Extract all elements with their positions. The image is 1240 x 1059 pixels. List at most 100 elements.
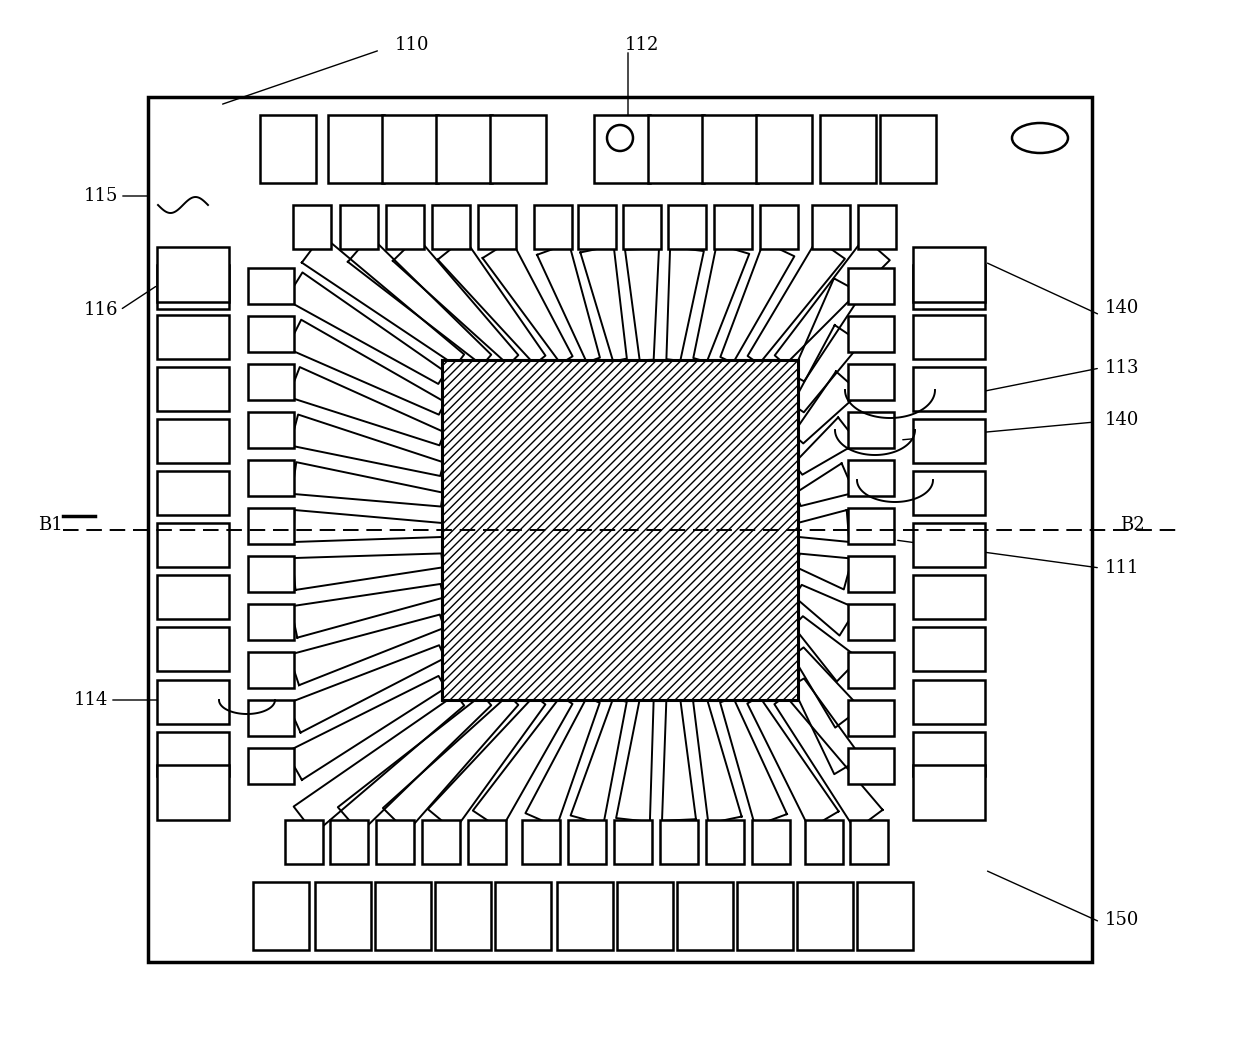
Bar bbox=[248, 604, 294, 640]
Bar bbox=[248, 316, 294, 352]
Bar bbox=[751, 820, 790, 864]
Bar bbox=[467, 820, 506, 864]
Bar bbox=[706, 820, 744, 864]
Bar bbox=[848, 508, 894, 544]
Polygon shape bbox=[438, 238, 546, 364]
Bar bbox=[157, 367, 229, 411]
Bar bbox=[848, 700, 894, 736]
Bar bbox=[248, 364, 294, 400]
Polygon shape bbox=[286, 320, 445, 415]
Text: 115: 115 bbox=[83, 187, 118, 205]
Bar bbox=[248, 460, 294, 496]
Bar bbox=[376, 820, 414, 864]
Bar bbox=[441, 360, 799, 700]
Polygon shape bbox=[720, 241, 795, 363]
Text: 140: 140 bbox=[1105, 299, 1140, 317]
Polygon shape bbox=[537, 244, 600, 362]
Polygon shape bbox=[293, 554, 443, 590]
Bar bbox=[660, 820, 698, 864]
Bar bbox=[248, 700, 294, 736]
Bar bbox=[848, 748, 894, 784]
Bar bbox=[441, 360, 799, 700]
Bar bbox=[315, 882, 371, 950]
Bar bbox=[157, 247, 229, 302]
Polygon shape bbox=[472, 696, 573, 829]
Bar bbox=[913, 627, 985, 671]
Text: B1: B1 bbox=[38, 516, 63, 534]
Bar bbox=[490, 115, 546, 183]
Polygon shape bbox=[693, 699, 742, 824]
Bar bbox=[622, 205, 661, 249]
Bar bbox=[534, 205, 572, 249]
Text: 112: 112 bbox=[625, 36, 660, 54]
Bar bbox=[568, 820, 606, 864]
Bar bbox=[913, 680, 985, 724]
Text: 140: 140 bbox=[1105, 411, 1140, 429]
Bar bbox=[148, 97, 1092, 962]
Bar bbox=[522, 820, 560, 864]
Polygon shape bbox=[720, 698, 787, 826]
Bar bbox=[805, 820, 843, 864]
Bar bbox=[248, 556, 294, 592]
Polygon shape bbox=[775, 238, 890, 364]
Bar bbox=[913, 367, 985, 411]
Bar bbox=[913, 732, 985, 776]
Bar bbox=[477, 205, 516, 249]
Bar bbox=[157, 765, 229, 820]
Polygon shape bbox=[795, 585, 857, 635]
Bar bbox=[848, 604, 894, 640]
Polygon shape bbox=[289, 614, 444, 685]
Polygon shape bbox=[796, 554, 852, 590]
Bar bbox=[848, 412, 894, 448]
Polygon shape bbox=[748, 697, 838, 828]
Bar bbox=[260, 115, 316, 183]
Bar bbox=[422, 820, 460, 864]
Bar bbox=[436, 115, 492, 183]
Bar bbox=[340, 205, 378, 249]
Bar bbox=[248, 652, 294, 688]
Bar bbox=[858, 205, 897, 249]
Bar bbox=[848, 364, 894, 400]
Bar bbox=[848, 268, 894, 304]
Polygon shape bbox=[616, 699, 653, 822]
Text: 116: 116 bbox=[83, 301, 118, 319]
Polygon shape bbox=[291, 462, 443, 506]
Polygon shape bbox=[286, 676, 445, 779]
Bar bbox=[157, 471, 229, 515]
Bar bbox=[913, 471, 985, 515]
Polygon shape bbox=[570, 698, 626, 825]
Polygon shape bbox=[792, 372, 861, 444]
Polygon shape bbox=[288, 367, 444, 446]
Bar bbox=[329, 115, 384, 183]
Bar bbox=[248, 268, 294, 304]
Polygon shape bbox=[693, 245, 749, 362]
Bar bbox=[649, 115, 704, 183]
Polygon shape bbox=[294, 695, 464, 833]
Polygon shape bbox=[290, 414, 444, 475]
Polygon shape bbox=[301, 235, 464, 365]
Bar bbox=[913, 765, 985, 820]
Bar bbox=[578, 205, 616, 249]
Bar bbox=[248, 508, 294, 544]
Bar bbox=[557, 882, 613, 950]
Bar bbox=[913, 315, 985, 359]
Polygon shape bbox=[792, 647, 861, 728]
Bar bbox=[913, 419, 985, 463]
Polygon shape bbox=[580, 246, 627, 361]
Polygon shape bbox=[285, 272, 445, 384]
Bar bbox=[253, 882, 309, 950]
Text: 113: 113 bbox=[1105, 359, 1140, 377]
Bar bbox=[737, 882, 794, 950]
Bar bbox=[157, 265, 229, 309]
Bar bbox=[248, 748, 294, 784]
Bar bbox=[848, 316, 894, 352]
Bar bbox=[618, 882, 673, 950]
Bar bbox=[157, 575, 229, 620]
Polygon shape bbox=[290, 584, 444, 638]
Bar bbox=[157, 419, 229, 463]
Polygon shape bbox=[428, 696, 546, 831]
Polygon shape bbox=[797, 510, 849, 542]
Polygon shape bbox=[748, 239, 844, 364]
Bar bbox=[248, 412, 294, 448]
Polygon shape bbox=[792, 325, 862, 412]
